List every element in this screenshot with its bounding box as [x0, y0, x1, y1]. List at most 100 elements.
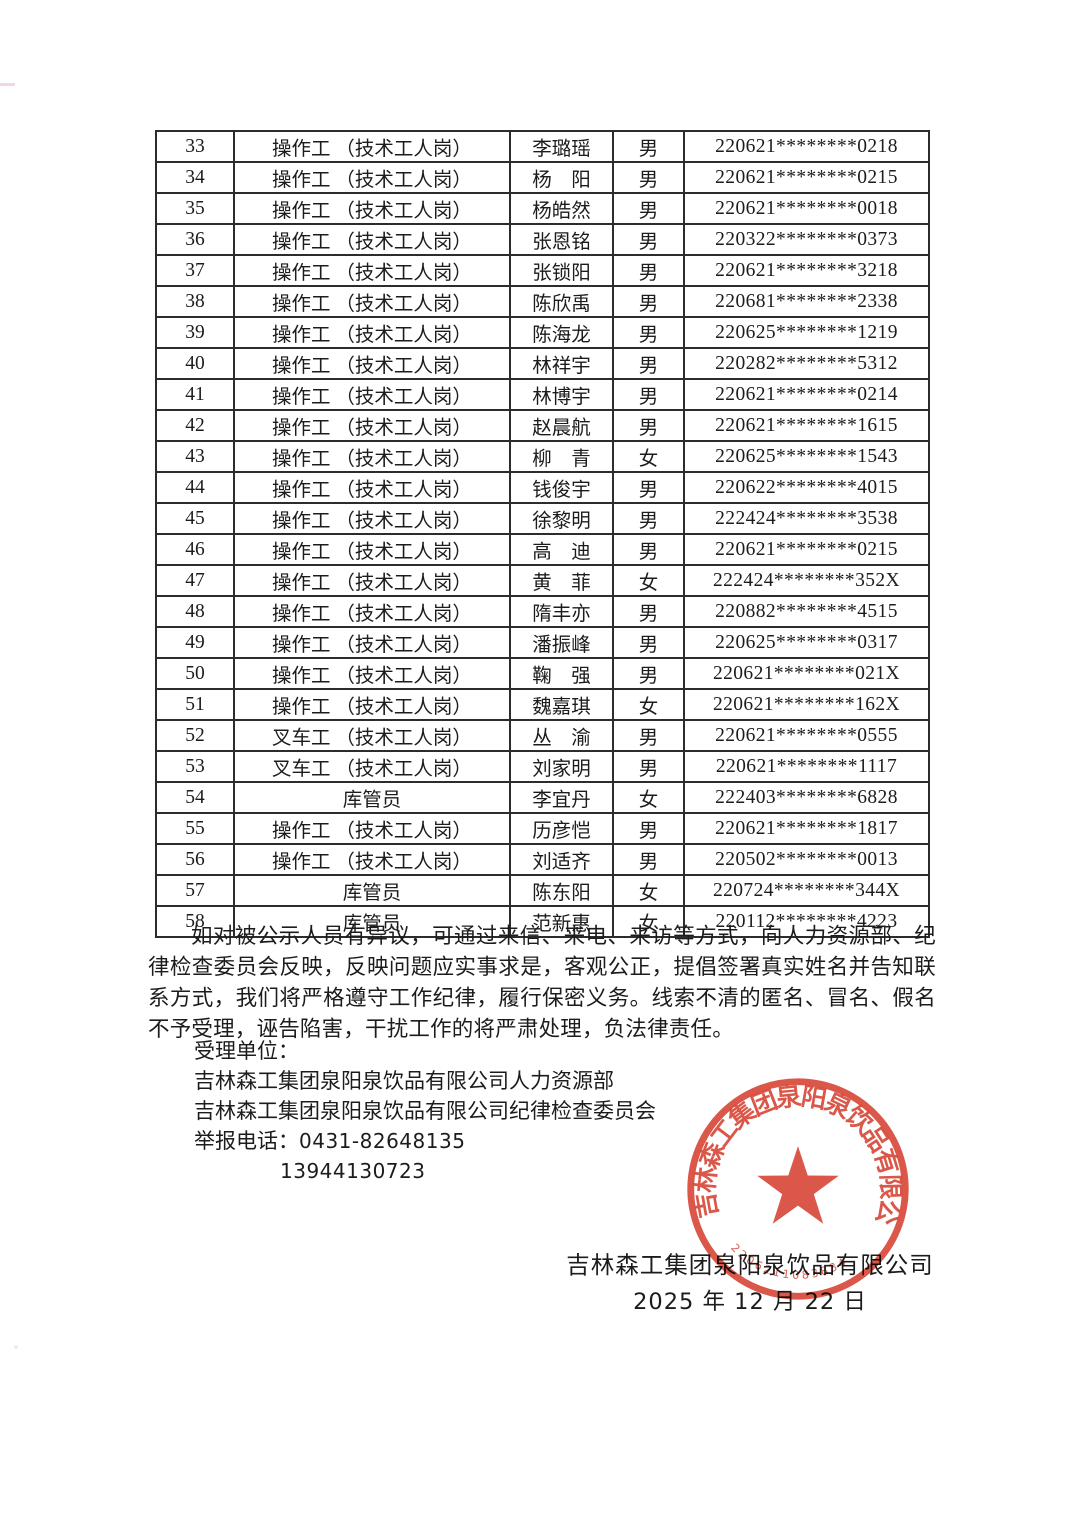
acceptor-unit-hr: 吉林森工集团泉阳泉饮品有限公司人力资源部	[194, 1069, 614, 1093]
table-row: 45 操作工 （技术工人岗） 徐黎明男 222424********3538	[155, 502, 930, 535]
cell-no: 50	[155, 657, 235, 690]
cell-position: 操作工 （技术工人岗）	[233, 347, 511, 380]
cell-position: 叉车工 （技术工人岗）	[233, 750, 511, 783]
cell-gender: 男	[612, 843, 685, 876]
table-row: 43 操作工 （技术工人岗）柳 青女 220625********1543	[155, 440, 930, 473]
cell-name: 张锁阳	[509, 254, 614, 287]
cell-name: 陈东阳	[509, 874, 614, 907]
cell-position: 操作工 （技术工人岗）	[233, 688, 511, 721]
cell-gender: 男	[612, 595, 685, 628]
cell-id: 220621********0215	[683, 533, 930, 566]
cell-id: 220621********0218	[683, 130, 930, 163]
acceptor-label: 受理单位：	[194, 1039, 299, 1063]
table-row: 42 操作工 （技术工人岗） 赵晨航男 220621********1615	[155, 409, 930, 442]
roster-table: 33 操作工 （技术工人岗） 李璐瑶男 220621********0218 34 操作工…	[155, 130, 930, 938]
cell-name: 范新惠	[509, 905, 614, 938]
table-row: 44 操作工 （技术工人岗） 钱俊宇男 220622********4015	[155, 471, 930, 504]
hotline-line: 举报电话：0431-82648135	[150, 1126, 656, 1156]
cell-id: 220502********0013	[683, 843, 930, 876]
cell-name: 钱俊宇	[509, 471, 614, 504]
cell-id: 220882********4515	[683, 595, 930, 628]
cell-id: 220625********0317	[683, 626, 930, 659]
table-row: 54 库管员 李宜丹女 222403********6828	[155, 781, 930, 814]
cell-no: 48	[155, 595, 235, 628]
cell-name: 林祥宇	[509, 347, 614, 380]
table-row: 38 操作工 （技术工人岗） 陈欣禹男 220681********2338	[155, 285, 930, 318]
table-row: 52 叉车工 （技术工人岗）丛 渝男 220621********0555	[155, 719, 930, 752]
cell-name: 李宜丹	[509, 781, 614, 814]
cell-id: 222424********352X	[683, 564, 930, 597]
cell-name: 陈海龙	[509, 316, 614, 349]
contact-block: 受理单位： 吉林森工集团泉阳泉饮品有限公司人力资源部 吉林森工集团泉阳泉饮品有限…	[150, 1036, 656, 1186]
cell-position: 操作工 （技术工人岗）	[233, 471, 511, 504]
table-row: 36 操作工 （技术工人岗） 张恩铭男 220322********0373	[155, 223, 930, 256]
cell-no: 46	[155, 533, 235, 566]
cell-gender: 男	[612, 750, 685, 783]
cell-name: 历彦恺	[509, 812, 614, 845]
table-row: 34 操作工 （技术工人岗）杨 阳男 220621********0215	[155, 161, 930, 194]
table-row: 57 库管员 陈东阳女 220724********344X	[155, 874, 930, 907]
cell-name: 隋丰亦	[509, 595, 614, 628]
cell-name: 赵晨航	[509, 409, 614, 442]
company-seal: 吉林森工集团泉阳泉饮品有限公司 2206211083834	[681, 1072, 909, 1300]
cell-id: 220621********1817	[683, 812, 930, 845]
cell-position: 操作工 （技术工人岗）	[233, 316, 511, 349]
scan-artifact	[0, 83, 15, 86]
cell-id: 220625********1219	[683, 316, 930, 349]
cell-name: 柳 青	[509, 440, 614, 473]
table-row: 35 操作工 （技术工人岗） 杨皓然男 220621********0018	[155, 192, 930, 225]
cell-no: 34	[155, 161, 235, 194]
cell-position: 操作工 （技术工人岗）	[233, 161, 511, 194]
cell-gender: 男	[612, 502, 685, 535]
cell-position: 库管员	[233, 781, 511, 814]
cell-name: 刘家明	[509, 750, 614, 783]
cell-id: 220681********2338	[683, 285, 930, 318]
cell-gender: 女	[612, 781, 685, 814]
cell-gender: 男	[612, 471, 685, 504]
cell-position: 操作工 （技术工人岗）	[233, 409, 511, 442]
cell-position: 操作工 （技术工人岗）	[233, 533, 511, 566]
cell-position: 操作工 （技术工人岗）	[233, 626, 511, 659]
cell-no: 42	[155, 409, 235, 442]
seal-ring	[687, 1078, 909, 1300]
cell-position: 操作工 （技术工人岗）	[233, 595, 511, 628]
cell-name: 魏嘉琪	[509, 688, 614, 721]
cell-name: 潘振峰	[509, 626, 614, 659]
cell-id: 220621********162X	[683, 688, 930, 721]
seal-serial-text: 2206211083834	[728, 1241, 851, 1282]
cell-id: 220622********4015	[683, 471, 930, 504]
cell-no: 40	[155, 347, 235, 380]
cell-position: 操作工 （技术工人岗）	[233, 502, 511, 535]
cell-position: 叉车工 （技术工人岗）	[233, 719, 511, 752]
cell-no: 55	[155, 812, 235, 845]
cell-id: 220322********0373	[683, 223, 930, 256]
table-row: 58 库管员 范新惠女 220112********4223	[155, 905, 930, 938]
cell-position: 操作工 （技术工人岗）	[233, 564, 511, 597]
cell-id: 220621********1615	[683, 409, 930, 442]
cell-no: 56	[155, 843, 235, 876]
cell-gender: 男	[612, 285, 685, 318]
hotline-line-2: 13944130723	[150, 1156, 656, 1186]
cell-no: 43	[155, 440, 235, 473]
cell-no: 45	[155, 502, 235, 535]
cell-no: 52	[155, 719, 235, 752]
cell-gender: 女	[612, 688, 685, 721]
cell-id: 220621********1117	[683, 750, 930, 783]
cell-gender: 女	[612, 440, 685, 473]
cell-gender: 男	[612, 533, 685, 566]
cell-gender: 男	[612, 657, 685, 690]
cell-position: 操作工 （技术工人岗）	[233, 378, 511, 411]
cell-position: 库管员	[233, 874, 511, 907]
cell-gender: 男	[612, 130, 685, 163]
table-row: 51 操作工 （技术工人岗） 魏嘉琪女 220621********162X	[155, 688, 930, 721]
cell-no: 57	[155, 874, 235, 907]
cell-position: 库管员	[233, 905, 511, 938]
cell-name: 丛 渝	[509, 719, 614, 752]
cell-position: 操作工 （技术工人岗）	[233, 657, 511, 690]
acceptor-unit-discipline: 吉林森工集团泉阳泉饮品有限公司纪律检查委员会	[194, 1099, 656, 1123]
cell-name: 鞠 强	[509, 657, 614, 690]
cell-id: 222403********6828	[683, 781, 930, 814]
cell-gender: 男	[612, 192, 685, 225]
table-row: 47 操作工 （技术工人岗）黄 菲女 222424********352X	[155, 564, 930, 597]
